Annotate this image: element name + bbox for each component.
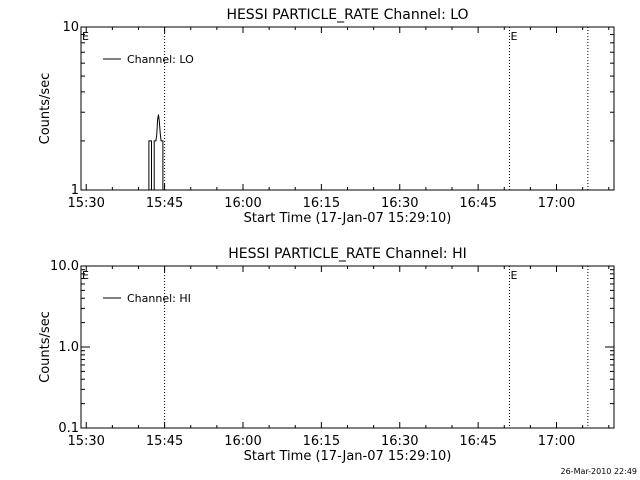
lo-x-tick-label: 16:15	[303, 196, 340, 211]
hi-x-tick-label: 16:45	[459, 434, 496, 449]
lo-chart-title: HESSI PARTICLE_RATE Channel: LO	[226, 7, 468, 23]
lo-y-tick-label: 10	[62, 20, 79, 35]
hi-x-axis-label: Start Time (17-Jan-07 15:29:10)	[244, 449, 452, 464]
hi-x-tick-label: 16:00	[224, 434, 261, 449]
lo-edge-label: E	[82, 30, 89, 43]
hi-y-tick-label: 10.0	[50, 259, 79, 274]
lo-y-axis-label: Counts/sec	[38, 73, 53, 145]
lo-event-label: E	[510, 30, 517, 43]
plot-timestamp: 26-Mar-2010 22:49	[561, 467, 638, 476]
lo-x-axis-label: Start Time (17-Jan-07 15:29:10)	[244, 211, 452, 226]
lo-x-tick-label: 16:00	[224, 196, 261, 211]
hi-edge-label: E	[82, 269, 89, 282]
hi-event-label: E	[510, 269, 517, 282]
hi-x-tick-label: 17:00	[538, 434, 575, 449]
lo-x-tick-label: 16:45	[459, 196, 496, 211]
lo-x-tick-label: 15:30	[67, 196, 104, 211]
hi-x-tick-label: 16:15	[303, 434, 340, 449]
hi-y-tick-label: 0.1	[58, 421, 79, 436]
lo-legend-label: Channel: LO	[127, 53, 194, 66]
hi-chart-title: HESSI PARTICLE_RATE Channel: HI	[228, 246, 466, 262]
lo-x-tick-label: 16:30	[381, 196, 418, 211]
lo-x-tick-label: 17:00	[538, 196, 575, 211]
lo-y-tick-label: 1	[71, 183, 79, 198]
lo-series-line	[148, 114, 165, 191]
hi-legend-label: Channel: HI	[127, 292, 191, 305]
lo-x-tick-label: 15:45	[146, 196, 183, 211]
hi-y-axis-label: Counts/sec	[38, 311, 53, 383]
hi-y-tick-label: 1.0	[58, 340, 79, 355]
hi-x-tick-label: 15:45	[146, 434, 183, 449]
hi-x-tick-label: 16:30	[381, 434, 418, 449]
hi-x-tick-label: 15:30	[67, 434, 104, 449]
